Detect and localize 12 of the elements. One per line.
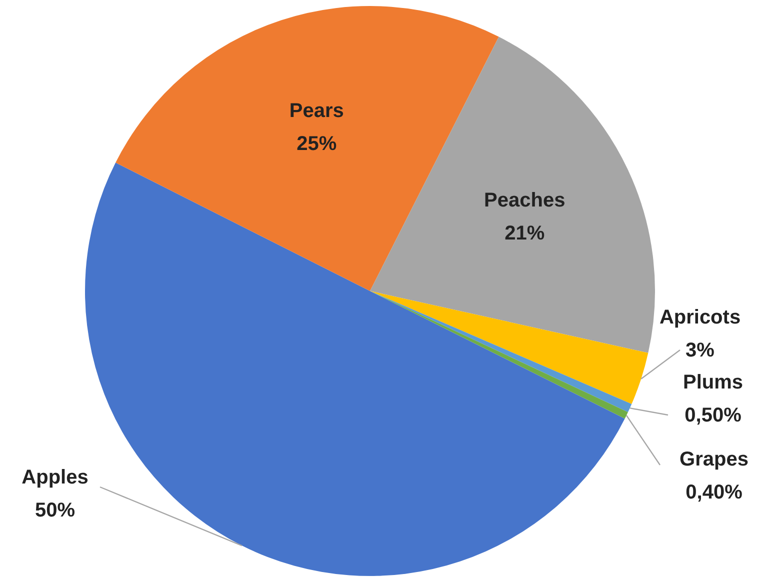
slice-label: Apricots: [659, 306, 741, 329]
data-label: 50%: [34, 500, 76, 522]
slice-label: Apples: [22, 466, 88, 489]
slice-label: Peaches: [484, 189, 566, 212]
data-label: 0,40%: [686, 482, 743, 504]
data-label: 25%: [296, 133, 337, 156]
slice-label: Plums: [682, 372, 744, 394]
slice-label: Pears: [289, 100, 344, 122]
data-label: 3%: [686, 340, 715, 362]
slice-label: Grapes: [680, 448, 748, 471]
data-label: 0,50%: [684, 404, 742, 427]
data-label: 21%: [504, 222, 545, 244]
